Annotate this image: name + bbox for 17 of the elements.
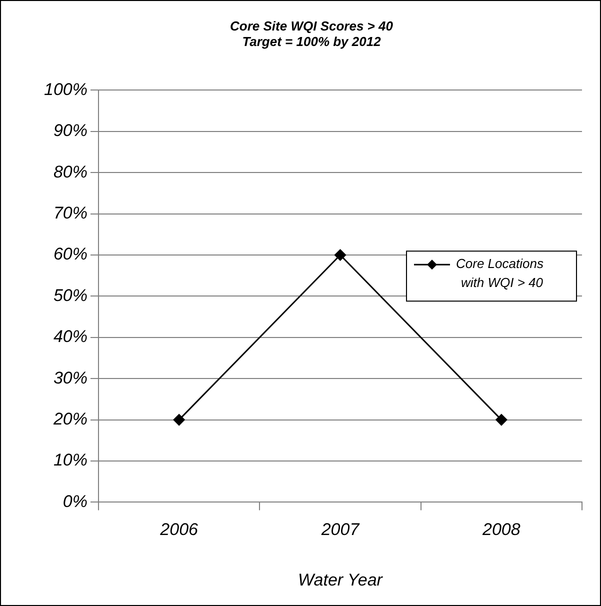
y-tick-label: 10% <box>53 450 88 470</box>
y-tick-label: 80% <box>53 162 88 182</box>
chart-title: Core Site WQI Scores > 40 Target = 100% by 2012 <box>230 18 394 49</box>
legend-label: Core Locations with WQI > 40 <box>456 256 544 290</box>
y-tick-label: 70% <box>53 204 88 223</box>
x-tick-label: 2007 <box>320 520 360 540</box>
y-tick-label: 50% <box>53 286 88 305</box>
y-tick-label: 100% <box>44 80 88 99</box>
y-tick-label: 90% <box>53 121 88 140</box>
x-axis-title: Water Year <box>298 570 384 590</box>
y-tick-label: 30% <box>53 368 88 388</box>
y-tick-label: 60% <box>53 244 88 264</box>
y-tick-label: 40% <box>53 327 88 346</box>
y-tick-label: 0% <box>62 492 88 511</box>
x-tick-label: 2006 <box>159 520 199 540</box>
y-tick-label: 20% <box>52 410 88 429</box>
x-tick-label: 2008 <box>482 520 521 540</box>
